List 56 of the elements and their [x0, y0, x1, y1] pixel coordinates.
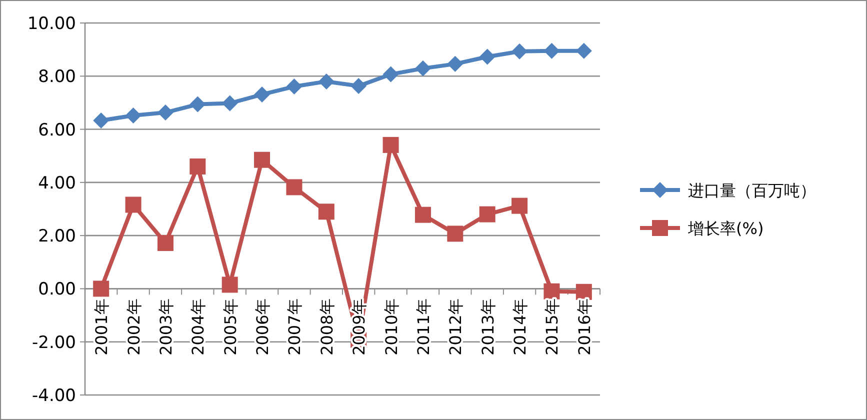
- y-tick-label: 4.00: [38, 173, 76, 194]
- point: [190, 158, 206, 174]
- x-tick-label: 2006年: [253, 298, 272, 356]
- legend-label: 进口量（百万吨）: [688, 181, 816, 200]
- y-tick-label: 8.00: [38, 67, 76, 88]
- point: [318, 204, 334, 220]
- x-tick-label: 2010年: [382, 298, 401, 356]
- point: [254, 152, 270, 168]
- point: [157, 235, 174, 252]
- point: [93, 280, 110, 297]
- point: [125, 107, 142, 124]
- point: [157, 104, 174, 121]
- x-tick-label: 2005年: [220, 298, 240, 356]
- x-tick-label: 2002年: [124, 298, 144, 356]
- x-tick-label: 2012年: [446, 298, 466, 356]
- point: [544, 283, 560, 300]
- x-tick-label: 2016年: [574, 298, 594, 356]
- y-tick-label: 10.00: [27, 14, 76, 34]
- y-tick-label: 0.00: [38, 280, 76, 300]
- y-tick-label: 6.00: [38, 120, 76, 140]
- point: [382, 136, 399, 153]
- x-tick-label: 2015年: [542, 298, 562, 356]
- x-tick-label: 2001年: [92, 298, 112, 356]
- point: [254, 86, 270, 102]
- x-tick-label: 2008年: [317, 298, 336, 356]
- y-tick-label: 2.00: [38, 226, 76, 247]
- point: [512, 198, 528, 214]
- point: [93, 112, 110, 129]
- point: [222, 276, 238, 293]
- point: [286, 179, 302, 196]
- point: [544, 42, 560, 59]
- point: [286, 78, 302, 95]
- point: [576, 42, 592, 59]
- point: [447, 226, 464, 242]
- point: [125, 196, 142, 213]
- point: [414, 60, 431, 76]
- y-tick-label: -4.00: [32, 386, 76, 406]
- point: [512, 43, 528, 60]
- point: [318, 73, 334, 90]
- x-tick-label: 2003年: [156, 298, 176, 356]
- point: [479, 48, 496, 65]
- point: [479, 206, 496, 222]
- point: [222, 95, 238, 112]
- point: [382, 66, 399, 82]
- point: [414, 206, 431, 223]
- x-tick-label: 2004年: [188, 298, 208, 356]
- point: [190, 96, 206, 112]
- legend-label: 增长率(%): [687, 219, 764, 238]
- point: [350, 78, 367, 94]
- x-tick-label: 2011年: [414, 298, 433, 356]
- x-tick-label: 2009年: [350, 298, 369, 356]
- x-tick-label: 2007年: [285, 298, 304, 356]
- point: [447, 56, 464, 72]
- y-tick-label: -2.00: [32, 332, 76, 353]
- x-tick-label: 2014年: [510, 298, 530, 356]
- x-tick-label: 2013年: [478, 298, 498, 356]
